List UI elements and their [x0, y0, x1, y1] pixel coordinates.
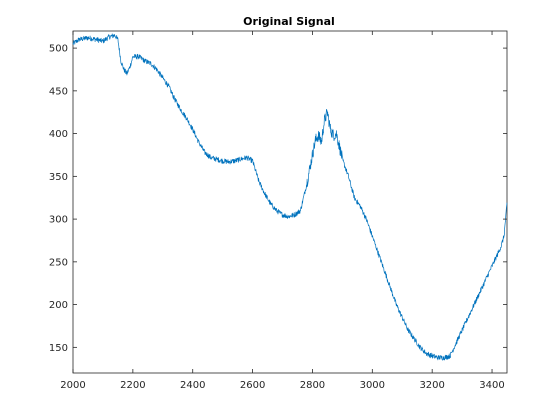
signal-line: [72, 33, 508, 361]
x-tick-label: 3000: [360, 380, 385, 391]
chart-title: Original Signal: [243, 15, 335, 28]
y-tick-label: 500: [49, 44, 68, 55]
x-tick-label: 2800: [300, 380, 325, 391]
x-tick-label: 2000: [60, 380, 85, 391]
plot-area: 2000 2200 2400 2600 2800 3000 3200 3400 1502002…: [49, 30, 508, 391]
y-tick-label: 200: [49, 300, 68, 311]
x-tick-label: 3400: [479, 380, 504, 391]
axes-box: [72, 30, 508, 374]
x-axis: 2000 2200 2400 2600 2800 3000 3200 3400: [60, 31, 505, 391]
y-axis: 150 200 250 300 350 400 450 500: [49, 44, 507, 354]
y-tick-label: 300: [49, 215, 68, 226]
y-tick-label: 150: [49, 343, 68, 354]
y-tick-label: 250: [49, 257, 68, 268]
y-tick-label: 400: [49, 129, 68, 140]
x-tick-label: 2200: [120, 380, 145, 391]
x-tick-label: 3200: [419, 380, 444, 391]
x-tick-label: 2400: [180, 380, 205, 391]
y-tick-label: 350: [49, 172, 68, 183]
y-tick-label: 450: [49, 86, 68, 97]
x-tick-label: 2600: [240, 380, 265, 391]
series-layer: [72, 33, 508, 361]
